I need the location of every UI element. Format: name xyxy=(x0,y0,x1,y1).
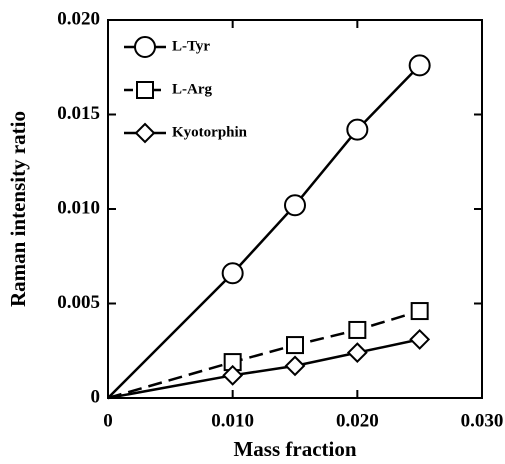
x-tick-label: 0.010 xyxy=(211,410,254,431)
y-axis-title: Raman intensity ratio xyxy=(6,111,30,307)
x-tick-label: 0.020 xyxy=(336,410,379,431)
marker xyxy=(222,364,244,386)
series-line xyxy=(107,309,421,400)
marker xyxy=(284,194,306,217)
marker xyxy=(221,262,244,285)
marker xyxy=(409,328,431,350)
marker xyxy=(346,342,368,364)
y-tick-label: 0.010 xyxy=(57,197,100,218)
x-axis-title: Mass fraction xyxy=(233,437,356,461)
x-tick-label: 0.030 xyxy=(461,410,504,431)
marker xyxy=(286,336,304,355)
legend-label: Kyotorphin xyxy=(172,124,248,140)
marker xyxy=(408,54,431,77)
marker xyxy=(284,355,306,377)
marker xyxy=(348,320,367,339)
y-tick-label: 0.015 xyxy=(57,103,100,124)
legend-label: L-Arg xyxy=(172,81,212,97)
y-tick-label: 0.005 xyxy=(57,292,100,313)
legend-marker xyxy=(134,122,156,144)
marker xyxy=(346,118,369,141)
legend-marker xyxy=(134,36,156,58)
x-tick-label: 0 xyxy=(103,410,113,431)
y-tick-label: 0.020 xyxy=(57,8,100,29)
marker xyxy=(410,302,429,321)
legend-label: L-Tyr xyxy=(172,38,210,54)
series-line xyxy=(107,338,420,400)
legend-marker xyxy=(136,81,154,99)
y-tick-label: 0 xyxy=(91,386,101,407)
